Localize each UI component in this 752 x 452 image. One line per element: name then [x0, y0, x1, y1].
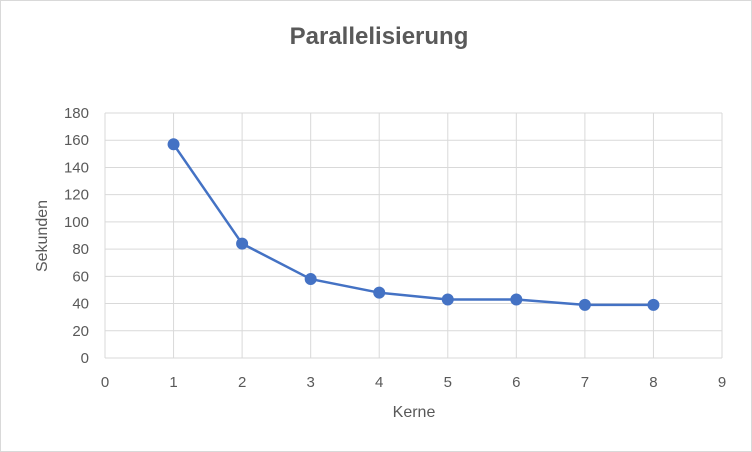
gridlines — [104, 112, 723, 359]
y-tick-label: 20 — [72, 323, 89, 340]
x-tick-label: 9 — [718, 374, 726, 391]
data-point-marker — [373, 286, 386, 299]
x-tick-label: 2 — [238, 374, 246, 391]
x-tick-label: 1 — [169, 374, 177, 391]
x-axis-title: Kerne — [393, 404, 436, 421]
series-group — [167, 138, 660, 311]
data-point-marker — [441, 293, 454, 306]
x-tick-label: 3 — [306, 374, 314, 391]
x-tick-label: 4 — [375, 374, 383, 391]
data-point-marker — [647, 298, 660, 311]
y-tick-label: 60 — [72, 268, 89, 285]
data-point-marker — [510, 293, 523, 306]
data-point-marker — [578, 298, 591, 311]
y-tick-label: 40 — [72, 296, 89, 313]
x-tick-label: 0 — [101, 374, 109, 391]
x-tick-label: 6 — [512, 374, 520, 391]
tick-labels: 0 20 40 60 80 100 120 140 160 180 0 1 2 3 4 5 6 7 8 9 — [64, 105, 726, 391]
x-tick-label: 8 — [649, 374, 657, 391]
data-point-marker — [236, 237, 249, 250]
y-tick-label: 0 — [81, 350, 89, 367]
y-axis-title: Sekunden — [34, 200, 51, 272]
data-point-marker — [167, 138, 180, 151]
y-tick-label: 120 — [64, 187, 89, 204]
y-tick-label: 100 — [64, 214, 89, 231]
y-tick-label: 160 — [64, 132, 89, 149]
chart-title: Parallelisierung — [290, 23, 469, 50]
y-tick-label: 140 — [64, 159, 89, 176]
series-line — [172, 143, 654, 307]
x-tick-label: 5 — [444, 374, 452, 391]
y-tick-label: 180 — [64, 105, 89, 122]
data-point-marker — [304, 273, 317, 286]
y-tick-label: 80 — [72, 241, 89, 258]
x-tick-label: 7 — [581, 374, 589, 391]
